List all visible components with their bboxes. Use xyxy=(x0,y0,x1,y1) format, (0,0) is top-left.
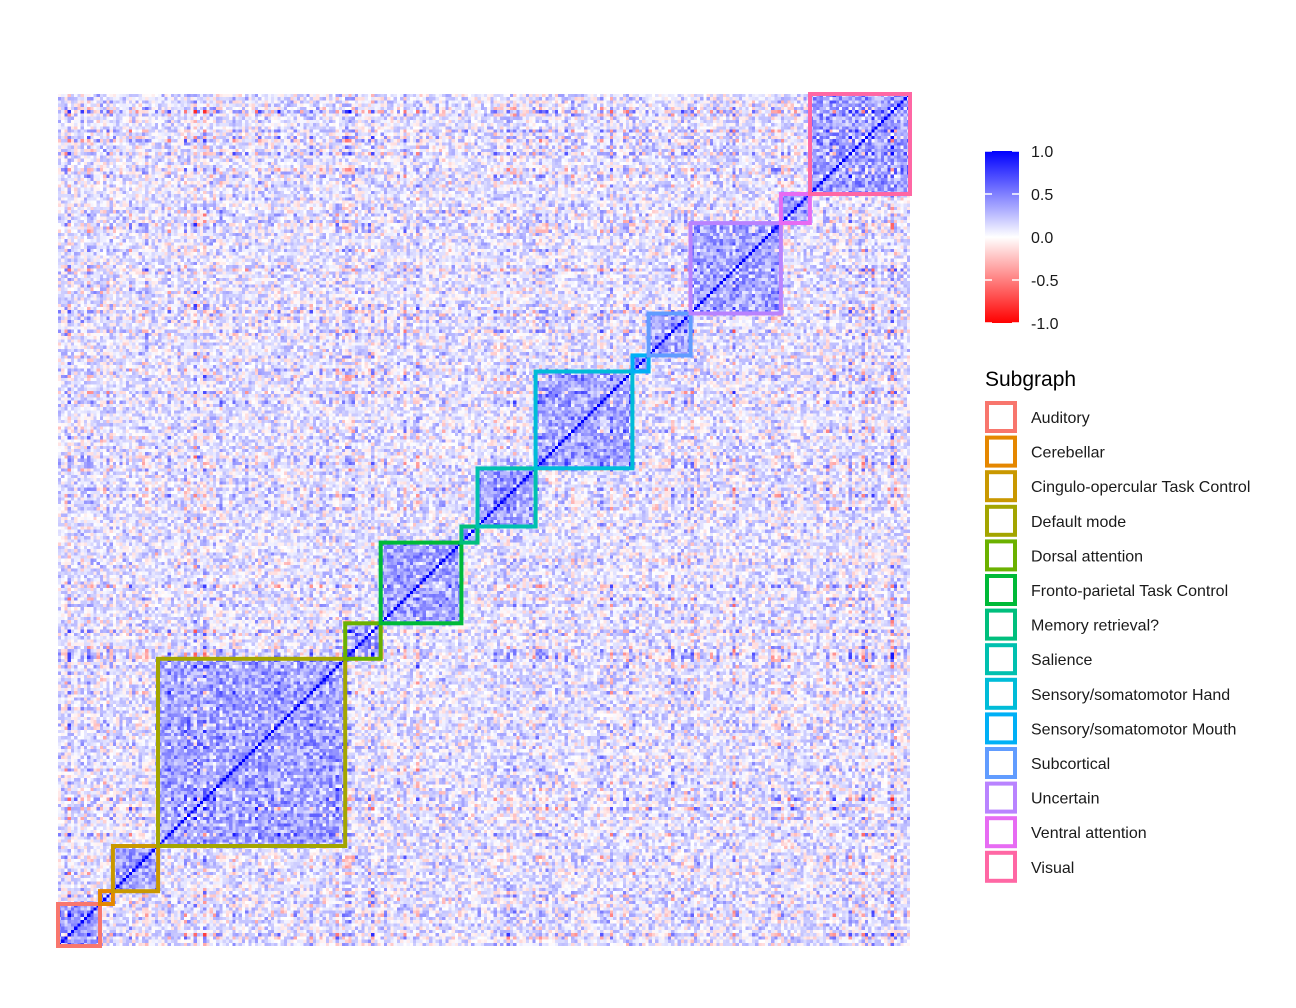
legend-item: Visual xyxy=(985,850,1074,883)
legend-item: Default mode xyxy=(985,504,1126,537)
legend-label: Dorsal attention xyxy=(1031,548,1143,565)
legend-label: Uncertain xyxy=(1031,791,1099,808)
subgraph-box-subcortical xyxy=(646,311,693,358)
colorbar-tick-label: 0.5 xyxy=(1031,187,1053,204)
colorbar-ticks: 1.0 0.5 0.0 -0.5 -1.0 xyxy=(985,144,1059,333)
colorbar-tick-label: 0.0 xyxy=(1031,230,1053,247)
legend-label: Auditory xyxy=(1031,410,1090,427)
legend-label: Salience xyxy=(1031,652,1092,669)
legend-label: Cerebellar xyxy=(1031,445,1105,462)
legend-item: Ventral attention xyxy=(985,816,1147,849)
legend-item: Subcortical xyxy=(985,747,1110,779)
subgraph-box-uncertain xyxy=(688,221,783,316)
subgraph-box-sensory-somatomotor-hand xyxy=(533,369,635,471)
legend-item: Uncertain xyxy=(985,781,1099,814)
legend-swatch xyxy=(985,504,1017,537)
legend-item: Sensory/somatomotor Hand xyxy=(985,677,1230,710)
legend-swatch xyxy=(985,643,1017,676)
subgraph-box-fronto-parietal-task-control xyxy=(378,540,464,626)
legend-item: Cingulo-opercular Task Control xyxy=(985,470,1250,503)
colorbar-tick-label: 1.0 xyxy=(1031,144,1053,161)
legend-item: Cerebellar xyxy=(985,435,1105,468)
subgraph-box-cingulo-opercular-task-control xyxy=(110,844,161,894)
heatmap-cells xyxy=(58,94,910,946)
subgraph-box-dorsal-attention xyxy=(343,621,383,661)
legend-item: Auditory xyxy=(985,401,1090,433)
legend-swatch xyxy=(985,677,1017,710)
legend-swatch xyxy=(985,816,1017,849)
legend-swatch xyxy=(985,401,1017,433)
legend-swatch xyxy=(985,608,1017,641)
legend-swatch xyxy=(985,850,1017,883)
subgraph-box-memory-retrieval xyxy=(459,524,480,545)
legend-label: Sensory/somatomotor Hand xyxy=(1031,687,1230,704)
legend-swatch xyxy=(985,470,1017,503)
legend-item: Memory retrieval? xyxy=(985,608,1159,641)
legend-swatch xyxy=(985,539,1017,572)
subgraph-box-visual xyxy=(808,92,912,196)
legend-swatch xyxy=(985,747,1017,779)
legend-title: Subgraph xyxy=(985,368,1076,391)
subgraph-box-ventral-attention xyxy=(778,192,812,225)
subgraph-box-salience xyxy=(475,466,538,529)
legend-swatch xyxy=(985,435,1017,468)
legend-label: Subcortical xyxy=(1031,756,1110,773)
legend-swatch xyxy=(985,781,1017,814)
legend-label: Cingulo-opercular Task Control xyxy=(1031,479,1250,496)
legend-swatch xyxy=(985,574,1017,606)
legend-label: Sensory/somatomotor Mouth xyxy=(1031,721,1236,738)
legend-label: Memory retrieval? xyxy=(1031,618,1159,635)
subgraph-legend: Subgraph Auditory Cerebellar Cingulo-operc… xyxy=(985,368,1250,883)
subgraph-boxes xyxy=(56,92,912,948)
legend-swatch xyxy=(985,712,1017,745)
legend-label: Visual xyxy=(1031,860,1074,877)
colorbar-tick-label: -0.5 xyxy=(1031,273,1059,290)
legend-item: Salience xyxy=(985,643,1092,676)
legend-label: Ventral attention xyxy=(1031,825,1147,842)
colorbar-tick-label: -1.0 xyxy=(1031,316,1059,333)
legend-item: Dorsal attention xyxy=(985,539,1143,572)
heatmap-matrix xyxy=(58,94,910,946)
subgraph-box-cerebellar xyxy=(98,889,115,906)
legend-label: Fronto-parietal Task Control xyxy=(1031,583,1228,600)
subgraph-box-default-mode xyxy=(156,656,348,848)
legend-label: Default mode xyxy=(1031,514,1126,531)
subgraph-box-auditory xyxy=(56,902,102,948)
legend-item: Sensory/somatomotor Mouth xyxy=(985,712,1236,745)
subgraph-box-sensory-somatomotor-mouth xyxy=(630,353,651,374)
legend-item: Fronto-parietal Task Control xyxy=(985,574,1228,606)
colorbar-legend: 1.0 0.5 0.0 -0.5 -1.0 xyxy=(985,144,1059,333)
